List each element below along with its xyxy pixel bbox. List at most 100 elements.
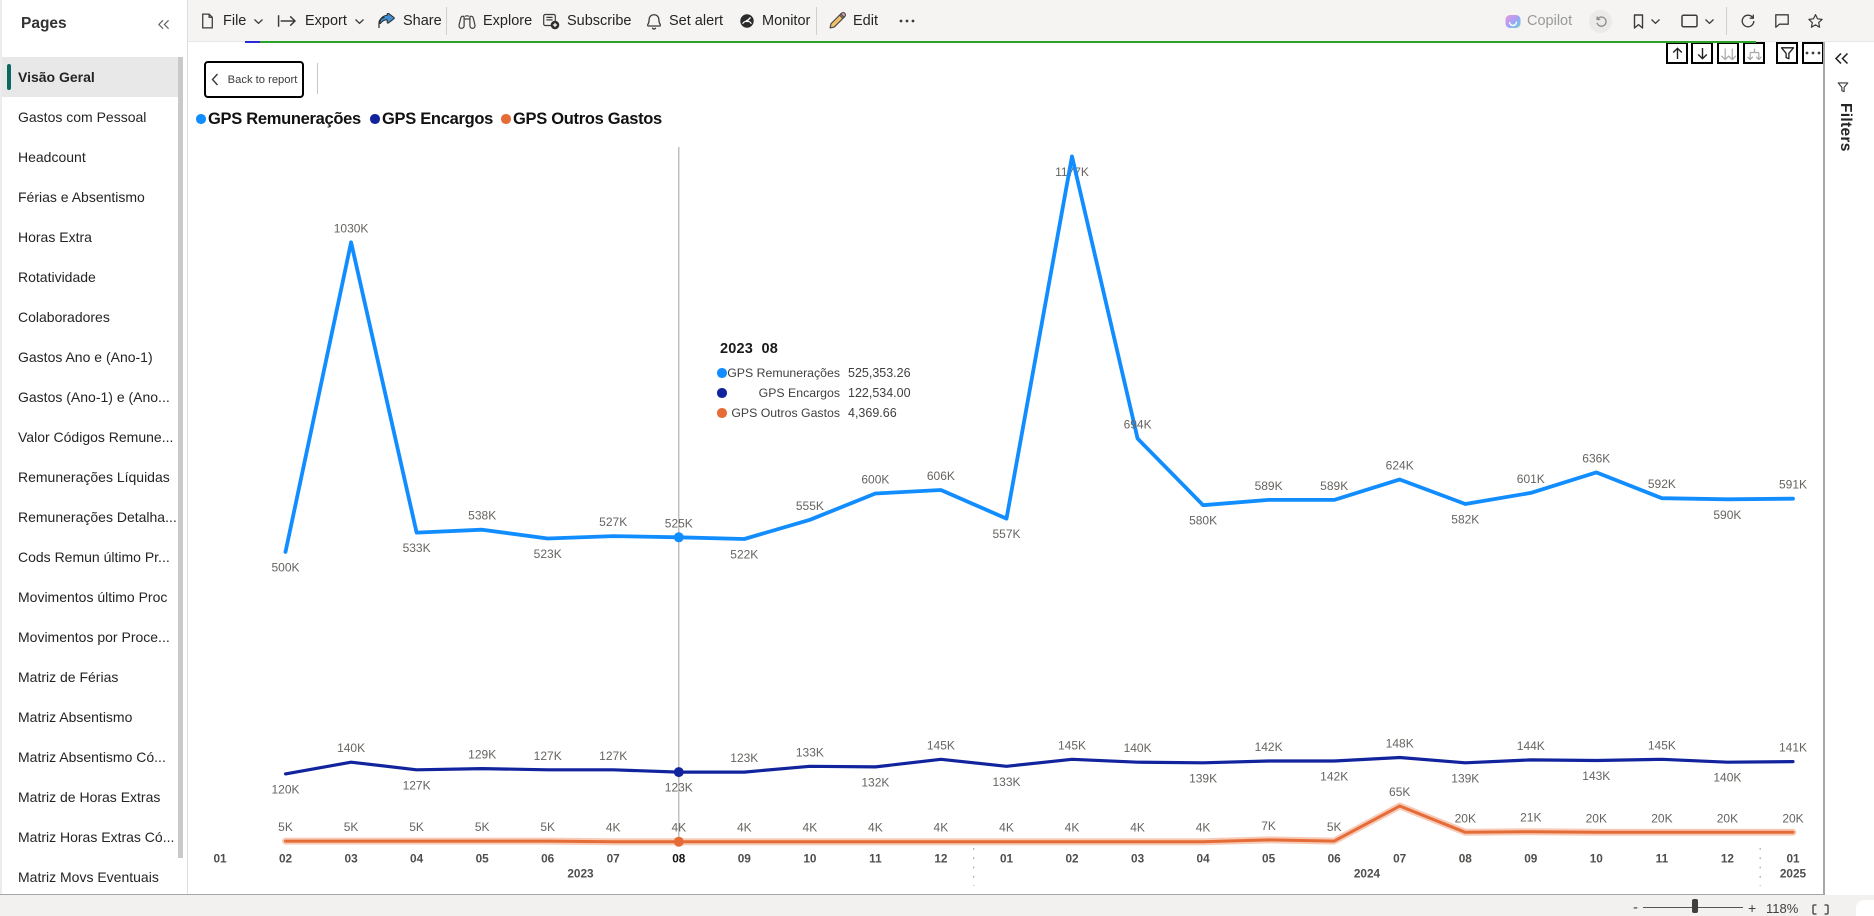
svg-text:140K: 140K [1713, 771, 1741, 785]
svg-text:600K: 600K [861, 473, 889, 487]
svg-text:133K: 133K [796, 745, 824, 759]
svg-text:5K: 5K [1327, 820, 1342, 834]
svg-text:08: 08 [1459, 852, 1473, 866]
svg-text:5K: 5K [409, 820, 424, 834]
svg-text:694K: 694K [1124, 418, 1152, 432]
svg-text:08: 08 [672, 852, 686, 866]
svg-text:533K: 533K [403, 541, 431, 555]
svg-text:142K: 142K [1255, 740, 1283, 754]
svg-text:139K: 139K [1451, 771, 1479, 785]
svg-text:4K: 4K [671, 821, 686, 835]
svg-text:4K: 4K [803, 821, 818, 835]
svg-text:4K: 4K [606, 821, 621, 835]
svg-text:5K: 5K [278, 820, 293, 834]
svg-text:04: 04 [410, 852, 424, 866]
svg-text:557K: 557K [992, 527, 1020, 541]
svg-text:590K: 590K [1713, 508, 1741, 522]
svg-text:500K: 500K [271, 560, 299, 574]
svg-text:11: 11 [1656, 852, 1669, 866]
svg-text:20K: 20K [1717, 811, 1738, 825]
svg-text:01: 01 [1786, 852, 1800, 866]
svg-text:02: 02 [1065, 852, 1079, 866]
svg-text:538K: 538K [468, 509, 496, 523]
svg-text:02: 02 [279, 852, 293, 866]
svg-text:20K: 20K [1586, 811, 1607, 825]
svg-text:523K: 523K [534, 547, 562, 561]
svg-text:03: 03 [345, 852, 359, 866]
svg-text:522K: 522K [730, 548, 758, 562]
svg-text:140K: 140K [1124, 741, 1152, 755]
svg-text:591K: 591K [1779, 478, 1807, 492]
svg-text:4K: 4K [737, 821, 752, 835]
svg-text:4K: 4K [1196, 821, 1211, 835]
svg-text:4K: 4K [934, 821, 949, 835]
svg-text:2023: 2023 [567, 867, 594, 881]
svg-text:09: 09 [1524, 852, 1538, 866]
svg-text:20K: 20K [1651, 811, 1672, 825]
svg-text:04: 04 [1197, 852, 1211, 866]
svg-text:2025: 2025 [1780, 867, 1807, 881]
svg-text:20K: 20K [1455, 811, 1476, 825]
svg-text:127K: 127K [403, 778, 431, 792]
svg-text:123K: 123K [730, 751, 758, 765]
svg-text:4K: 4K [1130, 821, 1145, 835]
svg-text:592K: 592K [1648, 477, 1676, 491]
svg-text:141K: 141K [1779, 741, 1807, 755]
svg-text:145K: 145K [927, 738, 955, 752]
svg-text:20K: 20K [1782, 811, 1803, 825]
svg-text:624K: 624K [1386, 459, 1414, 473]
svg-text:65K: 65K [1389, 785, 1410, 799]
svg-text:582K: 582K [1451, 513, 1479, 527]
svg-text:133K: 133K [992, 775, 1020, 789]
svg-text:555K: 555K [796, 499, 824, 513]
svg-text:5K: 5K [475, 820, 490, 834]
svg-text:21K: 21K [1520, 811, 1541, 825]
svg-text:07: 07 [607, 852, 621, 866]
svg-text:148K: 148K [1386, 737, 1414, 751]
svg-text:10: 10 [1590, 852, 1604, 866]
svg-text:123K: 123K [665, 781, 693, 795]
svg-text:4K: 4K [868, 821, 883, 835]
svg-text:132K: 132K [861, 775, 889, 789]
svg-text:01: 01 [213, 852, 227, 866]
svg-text:589K: 589K [1320, 479, 1348, 493]
svg-text:12: 12 [1721, 852, 1735, 866]
svg-text:01: 01 [1000, 852, 1014, 866]
svg-text:2024: 2024 [1354, 867, 1381, 881]
svg-text:11: 11 [869, 852, 882, 866]
svg-text:05: 05 [1262, 852, 1276, 866]
svg-text:06: 06 [541, 852, 555, 866]
svg-text:7K: 7K [1261, 819, 1276, 833]
svg-text:03: 03 [1131, 852, 1145, 866]
svg-text:143K: 143K [1582, 769, 1610, 783]
svg-text:589K: 589K [1255, 479, 1283, 493]
svg-text:1177K: 1177K [1055, 165, 1089, 179]
svg-text:127K: 127K [599, 749, 627, 763]
svg-text:129K: 129K [468, 748, 496, 762]
svg-text:12: 12 [934, 852, 948, 866]
svg-text:127K: 127K [534, 749, 562, 763]
svg-text:144K: 144K [1517, 739, 1545, 753]
svg-text:1030K: 1030K [334, 221, 369, 235]
svg-text:09: 09 [738, 852, 752, 866]
svg-text:140K: 140K [337, 741, 365, 755]
svg-text:145K: 145K [1058, 738, 1086, 752]
svg-text:5K: 5K [540, 820, 555, 834]
svg-text:4K: 4K [1065, 821, 1080, 835]
svg-text:527K: 527K [599, 515, 627, 529]
svg-text:120K: 120K [271, 782, 299, 796]
svg-text:10: 10 [803, 852, 817, 866]
svg-text:139K: 139K [1189, 771, 1217, 785]
svg-text:525K: 525K [665, 516, 693, 530]
svg-text:601K: 601K [1517, 472, 1545, 486]
svg-text:142K: 142K [1320, 770, 1348, 784]
svg-text:06: 06 [1328, 852, 1342, 866]
svg-text:606K: 606K [927, 469, 955, 483]
svg-text:580K: 580K [1189, 514, 1217, 528]
svg-text:636K: 636K [1582, 451, 1610, 465]
svg-text:07: 07 [1393, 852, 1407, 866]
svg-text:145K: 145K [1648, 738, 1676, 752]
svg-text:5K: 5K [344, 820, 359, 834]
svg-text:05: 05 [476, 852, 490, 866]
svg-text:4K: 4K [999, 821, 1014, 835]
